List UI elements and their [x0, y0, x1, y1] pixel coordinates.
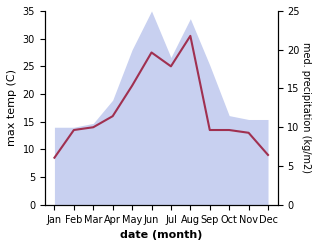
Y-axis label: max temp (C): max temp (C)	[7, 69, 17, 146]
Y-axis label: med. precipitation (kg/m2): med. precipitation (kg/m2)	[301, 42, 311, 173]
X-axis label: date (month): date (month)	[120, 230, 203, 240]
